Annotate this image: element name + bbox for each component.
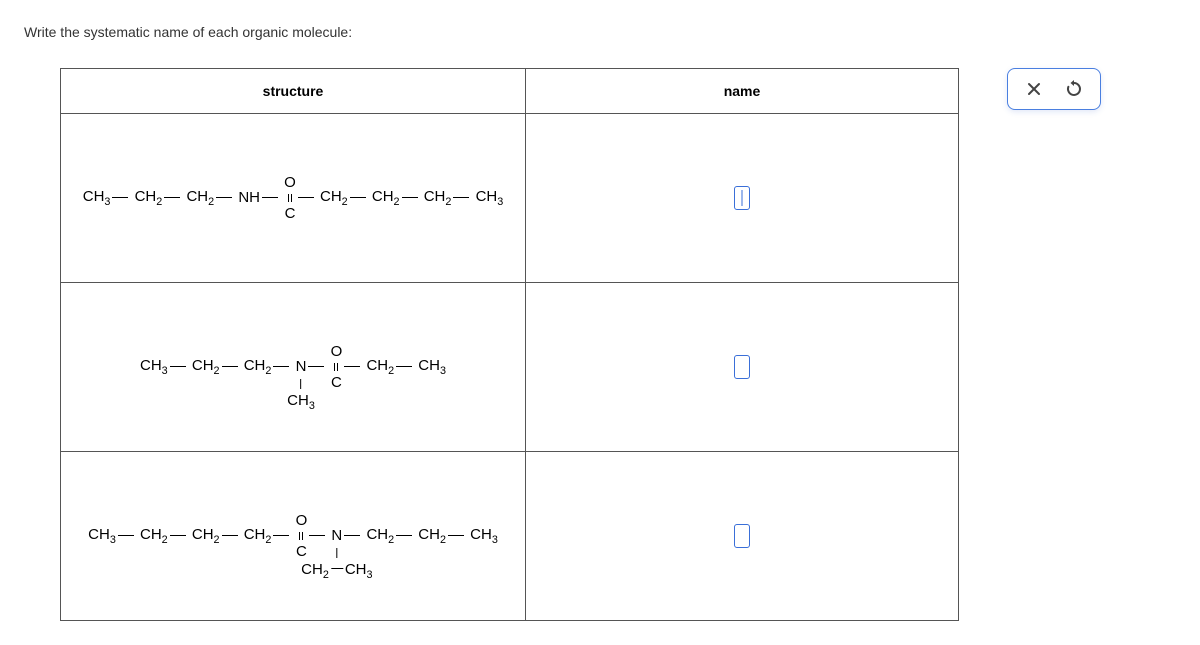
name-cell: [526, 452, 959, 621]
answer-input-2[interactable]: [734, 355, 750, 379]
action-panel: [1007, 68, 1101, 110]
name-cell: [526, 283, 959, 452]
close-icon[interactable]: [1024, 79, 1044, 99]
question-prompt: Write the systematic name of each organi…: [24, 24, 1176, 40]
name-cell: [526, 114, 959, 283]
table-row: CH3 CH2 CH2 N CH3 OC CH2 CH3: [61, 283, 959, 452]
content-row: structure name CH3 CH2 CH2 NH OC CH2: [24, 68, 1176, 621]
structure-cell: CH3 CH2 CH2 NH OC CH2 CH2 CH2 CH3: [61, 114, 526, 283]
header-name: name: [526, 69, 959, 114]
answer-input-1[interactable]: [734, 186, 750, 210]
molecule-table: structure name CH3 CH2 CH2 NH OC CH2: [60, 68, 959, 621]
molecule-structure-2: CH3 CH2 CH2 N CH3 OC CH2 CH3: [140, 342, 446, 393]
table-row: CH3 CH2 CH2 NH OC CH2 CH2 CH2 CH3: [61, 114, 959, 283]
table-header-row: structure name: [61, 69, 959, 114]
answer-input-3[interactable]: [734, 524, 750, 548]
structure-cell: CH3 CH2 CH2 CH2 OC N CH2CH3 CH2 CH2 CH3: [61, 452, 526, 621]
reset-icon[interactable]: [1064, 79, 1084, 99]
molecule-structure-1: CH3 CH2 CH2 NH OC CH2 CH2 CH2 CH3: [83, 173, 504, 224]
molecule-structure-3: CH3 CH2 CH2 CH2 OC N CH2CH3 CH2 CH2 CH3: [88, 511, 498, 562]
header-structure: structure: [61, 69, 526, 114]
structure-cell: CH3 CH2 CH2 N CH3 OC CH2 CH3: [61, 283, 526, 452]
table-row: CH3 CH2 CH2 CH2 OC N CH2CH3 CH2 CH2 CH3: [61, 452, 959, 621]
